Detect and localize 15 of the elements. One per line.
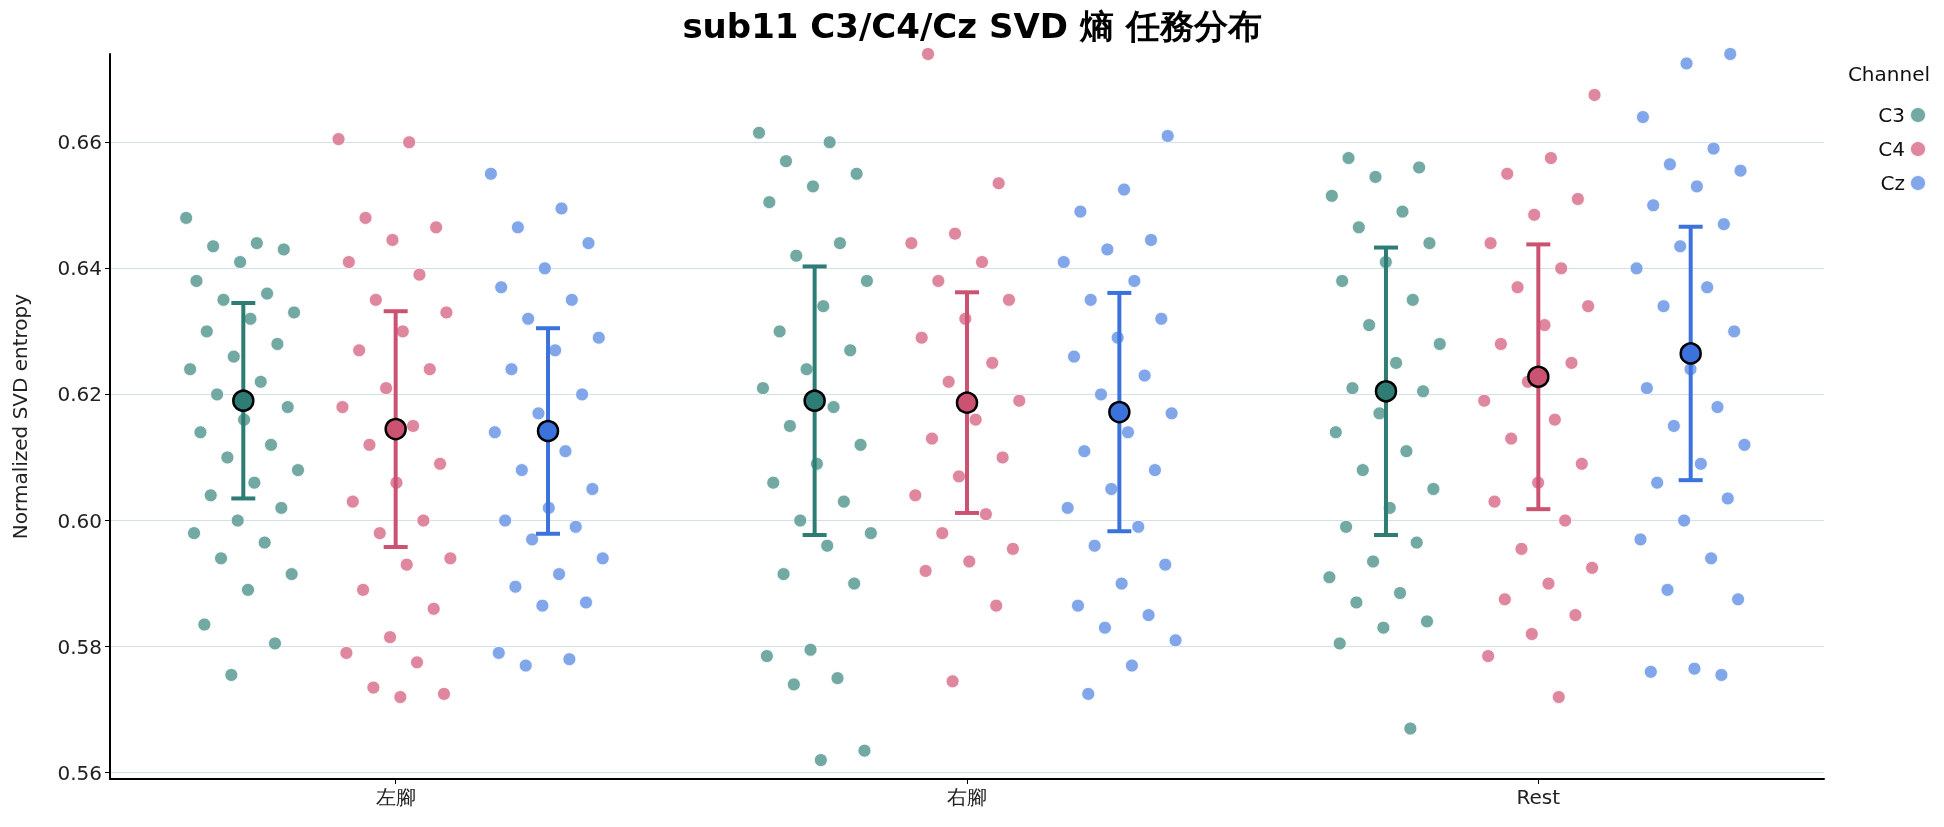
legend-label: C3 [1878,103,1905,127]
legend-title: Channel [1847,62,1930,86]
y-tick-label: 0.62 [57,382,102,407]
y-tick-label: 0.60 [57,508,102,533]
legend-label: C4 [1878,137,1905,161]
y-axis-title: Normalized SVD entropy [8,293,32,540]
y-tick-label: 0.56 [57,760,102,785]
legend-label: Cz [1880,171,1905,195]
chart-title: sub11 C3/C4/Cz SVD 熵 任務分布 [682,6,1262,46]
x-tick-label: 左腳 [375,785,416,809]
x-tick-label: 右腳 [947,785,987,809]
x-tick-label: Rest [1516,785,1561,809]
y-tick-label: 0.58 [57,634,102,659]
y-tick-label: 0.64 [57,256,102,281]
y-tick-label: 0.66 [57,130,102,155]
